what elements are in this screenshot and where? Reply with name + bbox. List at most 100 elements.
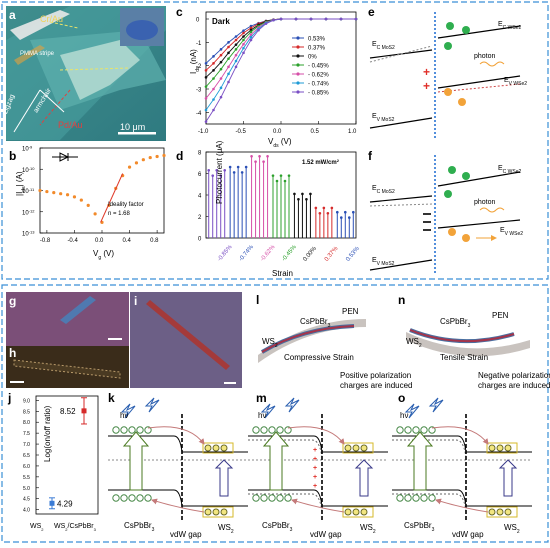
points-j: 4.29 8.52 (49, 397, 87, 510)
ws2-arrow (498, 459, 518, 497)
ec-wse2-e: EC WSe2 (498, 21, 522, 31)
photon-e: photon (474, 53, 496, 60)
electron-icon (504, 444, 512, 452)
xtick-label-c: 0.0 (273, 129, 282, 135)
ideality-value: n = 1.68 (108, 211, 131, 217)
ws2-l: WS2 (262, 337, 278, 349)
data-point-c (234, 53, 238, 57)
legend-marker-c (296, 90, 300, 94)
spike-top-d (297, 198, 300, 201)
fit-line-b (100, 173, 124, 223)
ytick-label-d: 2 (198, 215, 202, 221)
panel-i: i (130, 292, 242, 388)
legend-marker-c (296, 81, 300, 85)
xticks-d: -0.85% -0.74% -0.62% -0.45% 0.00% 0.37% 0.53% (217, 244, 362, 263)
lightning-icon (428, 397, 444, 413)
vdw-m: vdW gap (310, 530, 342, 539)
hole-icon (458, 98, 466, 106)
spike-top-d (305, 198, 308, 201)
cspbbr3-l: CsPbBr3 (300, 317, 331, 329)
data-point-b (72, 195, 77, 199)
hole-icon (284, 494, 292, 502)
panel-e: e EC MoS2 EC WSe2 EV WSe2 EV MoS2 photon… (368, 5, 527, 140)
data-point-c (219, 48, 223, 51)
panel-b: b 10-9 10-10 10-11 10-12 10-13 -0.8 -0.4 0.0 0.… (9, 144, 166, 261)
electron-icon (444, 190, 452, 198)
ws2-m: WS2 (360, 523, 376, 535)
ec-mos2-f: EC MoS2 (372, 185, 395, 195)
data-point-c (204, 97, 208, 100)
ytick-label-b: 10-13 (22, 229, 35, 238)
value-label-j: 4.29 (57, 499, 73, 508)
xtick-label-d: 0.37% (324, 245, 340, 262)
data-point-c (227, 80, 230, 84)
ytick-label-j: 5.0 (23, 486, 30, 492)
panel-label-l: l (256, 293, 259, 307)
data-point-c (212, 98, 215, 101)
spike-top-d (244, 165, 248, 169)
spike-top-d (232, 171, 236, 174)
bars-d (207, 155, 355, 238)
hole-icon (276, 494, 284, 502)
data-point-c (249, 24, 253, 28)
value-label-j: 8.52 (60, 407, 76, 416)
data-point-c (212, 87, 215, 91)
hole-icon (112, 494, 120, 502)
ws2-n: WS2 (406, 337, 422, 349)
transfer-arrow (435, 498, 489, 513)
series-line-c (205, 18, 356, 71)
ytick-label-j: 8.0 (23, 420, 30, 426)
ytick-label-d: 6 (198, 172, 202, 178)
panel-label-k: k (108, 391, 115, 405)
data-point-c (204, 62, 208, 65)
xtick-label-c: 1.0 (348, 129, 357, 135)
electron-icon (344, 444, 352, 452)
spike-top-d (254, 160, 257, 163)
xlabel-b: Vg (V) (93, 249, 114, 261)
xtick-label-d: -0.74% (238, 244, 255, 263)
transfer-arrow (151, 498, 205, 513)
data-point-c (219, 60, 223, 64)
data-point-c (309, 17, 313, 21)
ytick-label-j: 7.5 (23, 431, 30, 437)
plus-charge-icon: + (313, 474, 317, 481)
legend-label-c: 0.53% (308, 37, 326, 43)
strain-label-n: Tensile Strain (440, 353, 488, 362)
band-diagrams: + + + + + (108, 397, 532, 520)
yticks-d: 0 2 4 6 8 (198, 151, 209, 243)
legend-label-c: 0.37% (308, 46, 326, 52)
ytick-label-c: 0 (196, 18, 200, 24)
data-point-c (234, 65, 238, 69)
hole-icon (260, 494, 268, 502)
electron-icon (260, 426, 268, 434)
note-o-line2: charges are induced (478, 381, 550, 390)
data-point-c (204, 69, 208, 72)
panel-label-f: f (368, 149, 373, 163)
lightning-icon (120, 403, 136, 419)
spike-top-d (330, 206, 334, 210)
data-point-c (212, 77, 215, 80)
spike-top-d (314, 206, 318, 210)
top-frame (1, 1, 549, 280)
hole-icon (204, 508, 212, 516)
xtick-j-1: WS2/CsPbBr3 (54, 523, 97, 532)
transfer-arrow (431, 426, 489, 445)
spike-top-d (266, 155, 269, 158)
electron-icon (268, 426, 276, 434)
data-point-b (141, 158, 145, 162)
data-point-c (234, 59, 238, 63)
ws2-k: WS2 (218, 523, 234, 535)
series-line-c (205, 18, 356, 122)
data-point-j (49, 500, 55, 506)
excitation-arrow (122, 431, 150, 491)
data-point-c (227, 57, 230, 60)
hole-icon (352, 508, 360, 516)
spike-top-d (301, 192, 304, 196)
panel-g: g (6, 292, 129, 346)
electron-icon (144, 426, 152, 434)
data-point-c (339, 17, 343, 21)
electron-icon (352, 444, 360, 452)
cspbbr3-m: CsPbBr3 (262, 521, 293, 533)
ytick-label-j: 4.5 (23, 497, 30, 503)
legend-marker-c (296, 63, 300, 67)
